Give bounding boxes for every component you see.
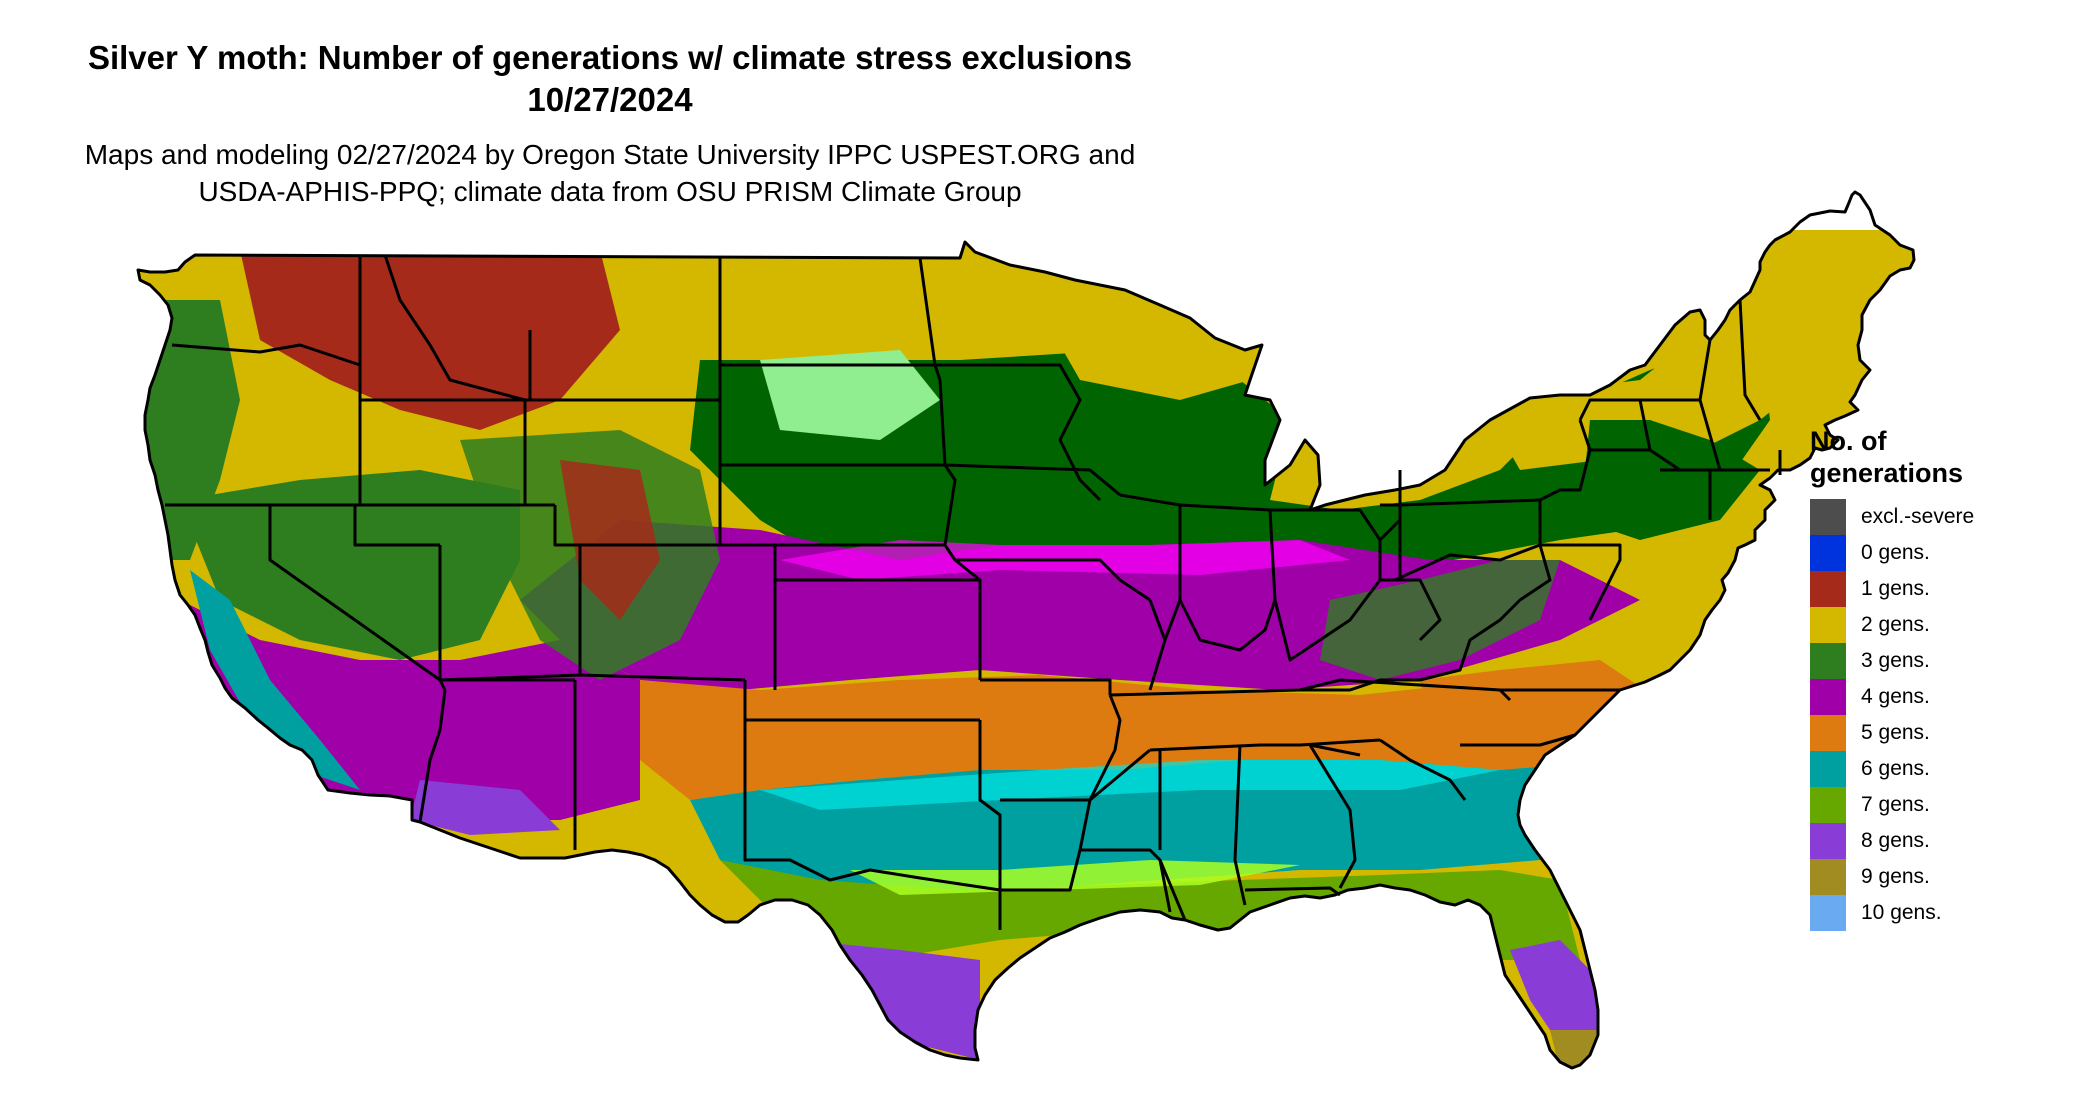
legend-swatch [1810,499,1846,535]
legend-swatch [1810,571,1846,607]
map-credits-line2: USDA-APHIS-PPQ; climate data from OSU PR… [198,176,1022,207]
legend-label: 0 gens. [1861,541,1930,564]
legend-label: 4 gens. [1861,685,1930,708]
northern-rockies-region [240,250,620,430]
southern-plains-5gen [640,660,1660,800]
legend-item: 2 gens. [1810,607,2070,643]
legend-swatch [1810,787,1846,823]
northern-plains-3gen [690,330,1770,580]
legend-swatch [1810,751,1846,787]
legend-swatch [1810,607,1846,643]
map-credits-line1: Maps and modeling 02/27/2024 by Oregon S… [84,139,1136,170]
legend-title-line2: generations [1810,458,1964,488]
legend-item: 8 gens. [1810,823,2070,859]
legend-item: 0 gens. [1810,535,2070,571]
legend-item: 9 gens. [1810,859,2070,895]
south-texas-8gen [800,940,980,1060]
southern-cyan-edge [760,760,1500,810]
legend-swatch [1810,823,1846,859]
arizona-8gen [410,780,560,835]
legend-item: 4 gens. [1810,679,2070,715]
legend-label: 1 gens. [1861,577,1930,600]
state-borders [136,190,1916,1070]
legend-swatch [1810,715,1846,751]
legend-item: 10 gens. [1810,895,2070,931]
legend-swatch [1810,535,1846,571]
legend-title-line1: No. of [1810,426,1887,456]
legend-item: 5 gens. [1810,715,2070,751]
legend-swatch [1810,895,1846,931]
legend-swatch [1810,859,1846,895]
legend-label: 7 gens. [1861,793,1930,816]
legend-label: 10 gens. [1861,901,1942,924]
lake-superior-2gen [1040,310,1250,400]
legend-items: excl.-severe 0 gens. 1 gens. 2 gens. 3 gens.… [1810,499,2070,931]
legend-label: 5 gens. [1861,721,1930,744]
legend-label: 6 gens. [1861,757,1930,780]
legend-item: 1 gens. [1810,571,2070,607]
colorado-high-1gen [560,460,660,620]
great-basin-region [180,470,520,660]
legend-label: 8 gens. [1861,829,1930,852]
legend-label: excl.-severe [1861,505,1975,528]
legend-label: 2 gens. [1861,613,1930,636]
us-outline [136,190,1916,1070]
legend-swatch [1810,679,1846,715]
legend-title: No. of generations [1810,425,2070,489]
legend-label: 3 gens. [1861,649,1930,672]
upper-midwest-light-green [760,350,940,440]
legend-swatch [1810,643,1846,679]
legend: No. of generations excl.-severe 0 gens. 1 … [1810,425,2070,931]
legend-item: 6 gens. [1810,751,2070,787]
map-date: 10/27/2024 [527,81,693,118]
legend-item: 7 gens. [1810,787,2070,823]
southwest-cyan-band [190,570,360,790]
legend-item: excl.-severe [1810,499,2070,535]
legend-label: 9 gens. [1861,865,1930,888]
legend-item: 3 gens. [1810,643,2070,679]
gulf-lime-edge [850,860,1300,895]
map-title: Silver Y moth: Number of generations w/ … [87,39,1133,76]
